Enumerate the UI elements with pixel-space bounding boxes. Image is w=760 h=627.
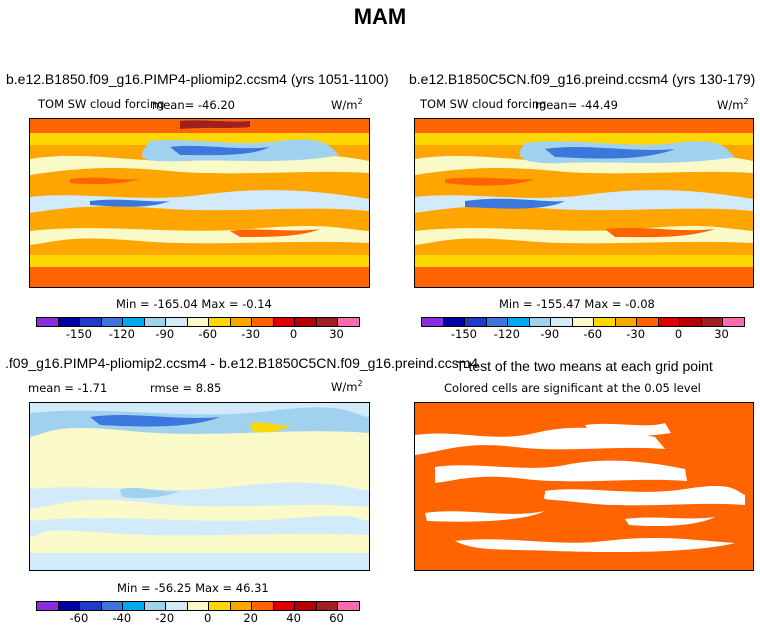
panel3-colorbar-tick-label: 60 [329,611,344,625]
panel1-colorbar-swatch [144,318,167,326]
panel2-colorbar-swatch [615,318,638,326]
panel1-colorbar-swatch [209,318,231,326]
panel1-colorbar-swatch [295,318,317,326]
panel1-colorbar-swatch [252,318,274,326]
panel4-title: T-test of the two means at each grid poi… [456,358,713,374]
panel2-minmax: Min = -155.47 Max = -0.08 [499,297,655,311]
panel1-colorbar-swatch [316,318,339,326]
panel2-mean: mean= -44.49 [535,98,618,112]
panel2-colorbar-swatch [551,318,573,326]
panel1-colorbar-swatch [123,318,145,326]
panel1-colorbar-swatch [187,318,210,326]
panel4-subtitle: Colored cells are significant at the 0.0… [444,381,701,395]
panel3-colorbar-swatch [316,602,339,610]
panel1-mean: mean= -46.20 [152,98,235,112]
panel2-colorbar-swatch [658,318,681,326]
panel2-variable-label: TOM SW cloud forcing [420,97,547,111]
panel3-field [30,403,369,570]
panel1-colorbar-tick-label: -120 [108,327,135,341]
panel3-mean: mean = -1.71 [28,381,108,395]
panel3-colorbar-tick-label: -60 [69,611,89,625]
panel2-colorbar-tick-label: -90 [540,327,560,341]
panel2-colorbar-swatch [465,318,487,326]
panel3-colorbar-swatch [101,602,124,610]
panel3-colorbar-swatch [80,602,102,610]
panel3-colorbar-swatch [58,602,81,610]
panel1-map [29,118,370,288]
panel2-colorbar-swatch [529,318,552,326]
panel3-colorbar-swatch [123,602,145,610]
panel2-colorbar-tick-label: -150 [450,327,477,341]
panel1-colorbar-tick-label: -150 [65,327,92,341]
panel2-colorbar-swatch [572,318,595,326]
panel3-colorbar-swatch [230,602,253,610]
panel3-colorbar-swatch [144,602,167,610]
panel3-colorbar-tick-label: 40 [286,611,301,625]
panel4-field [415,423,745,553]
panel2-colorbar-swatch [680,318,702,326]
panel1-colorbar-swatch [37,318,59,326]
panel2-colorbar-tick-label: -30 [626,327,646,341]
panel1-field [30,119,369,287]
panel1-colorbar [36,317,360,327]
panel3-colorbar-tick-label: 0 [204,611,212,625]
panel1-colorbar-swatch [230,318,253,326]
panel2-colorbar-tick-label: 0 [674,327,683,341]
panel1-units: W/m2 [331,97,363,112]
panel1-colorbar-tick-label: -90 [155,327,175,341]
panel3-units: W/m2 [331,379,363,394]
panel2-colorbar-tick-label: 30 [714,327,729,341]
panel1-colorbar-swatch [101,318,124,326]
panel2-colorbar-tick-label: -60 [583,327,603,341]
panel1-colorbar-swatch [166,318,188,326]
panel1-colorbar-swatch [338,318,359,326]
panel3-title: .f09_g16.PIMP4-pliomip2.ccsm4 - b.e12.B1… [5,355,479,371]
panel1-title: b.e12.B1850.f09_g16.PIMP4-pliomip2.ccsm4… [6,71,389,87]
panel4-map [414,402,754,571]
panel1-colorbar-swatch [273,318,296,326]
panel3-colorbar-swatch [273,602,296,610]
panel3-minmax: Min = -56.25 Max = 46.31 [117,581,269,595]
panel2-colorbar [421,317,745,327]
panel2-colorbar-swatch [701,318,724,326]
panel1-minmax: Min = -165.04 Max = -0.14 [116,297,272,311]
panel1-colorbar-swatch [80,318,102,326]
panel2-units: W/m2 [717,97,749,112]
panel3-colorbar-swatch [295,602,317,610]
panel1-colorbar-tick-label: -30 [241,327,261,341]
panel3-colorbar-tick-label: -40 [112,611,132,625]
panel3-colorbar-swatch [187,602,210,610]
panel3-colorbar [36,601,360,611]
panel3-colorbar-tick-label: -20 [155,611,175,625]
panel3-colorbar-swatch [166,602,188,610]
panel3-colorbar-swatch [37,602,59,610]
panel2-colorbar-swatch [486,318,509,326]
panel2-colorbar-swatch [637,318,659,326]
panel3-colorbar-tick-label: 20 [243,611,258,625]
panel1-variable-label: TOM SW cloud forcing [38,97,165,111]
panel2-colorbar-swatch [723,318,744,326]
panel3-map [29,402,370,571]
panel2-colorbar-tick-label: -120 [493,327,520,341]
panel2-colorbar-swatch [422,318,444,326]
panel1-colorbar-tick-label: 0 [289,327,298,341]
panel2-map [414,118,754,288]
panel1-colorbar-tick-label: 30 [329,327,344,341]
panel3-rmse: rmse = 8.85 [150,381,222,395]
panel3-colorbar-swatch [338,602,359,610]
panel3-colorbar-swatch [252,602,274,610]
panel2-title: b.e12.B1850C5CN.f09_g16.preind.ccsm4 (yr… [409,71,756,87]
panel2-colorbar-swatch [443,318,466,326]
figure-title: MAM [353,4,407,29]
panel1-colorbar-tick-label: -60 [198,327,218,341]
panel2-field [415,119,753,287]
panel1-colorbar-swatch [58,318,81,326]
panel3-colorbar-swatch [209,602,231,610]
panel2-colorbar-swatch [508,318,530,326]
panel2-colorbar-swatch [594,318,616,326]
